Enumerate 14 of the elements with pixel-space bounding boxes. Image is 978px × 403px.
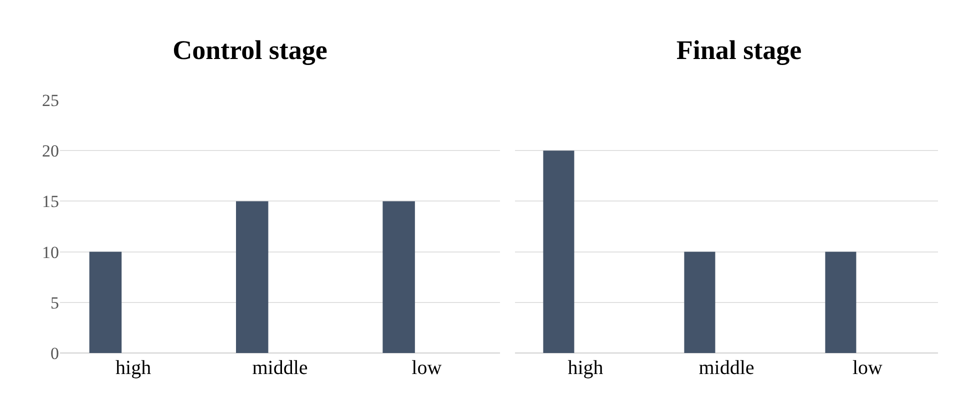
x-tick-label: middle xyxy=(698,357,754,379)
y-tick-label: 10 xyxy=(42,242,59,262)
chart-title: Final stage xyxy=(676,35,802,66)
y-tick-label: 5 xyxy=(50,293,59,312)
x-tick-label: low xyxy=(852,357,884,379)
y-tick-label: 25 xyxy=(42,90,59,110)
x-tick-label: middle xyxy=(252,357,308,379)
y-tick-label: 20 xyxy=(42,142,59,161)
x-tick-label: high xyxy=(116,357,152,379)
x-tick-label: low xyxy=(412,357,442,379)
chart-title: Control stage xyxy=(172,35,328,66)
x-tick-label: high xyxy=(568,357,604,379)
y-tick-label: 0 xyxy=(50,344,59,363)
y-tick-label: 15 xyxy=(42,192,59,212)
